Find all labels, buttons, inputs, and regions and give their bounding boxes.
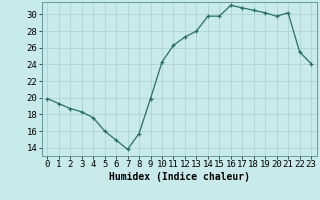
X-axis label: Humidex (Indice chaleur): Humidex (Indice chaleur) — [109, 172, 250, 182]
